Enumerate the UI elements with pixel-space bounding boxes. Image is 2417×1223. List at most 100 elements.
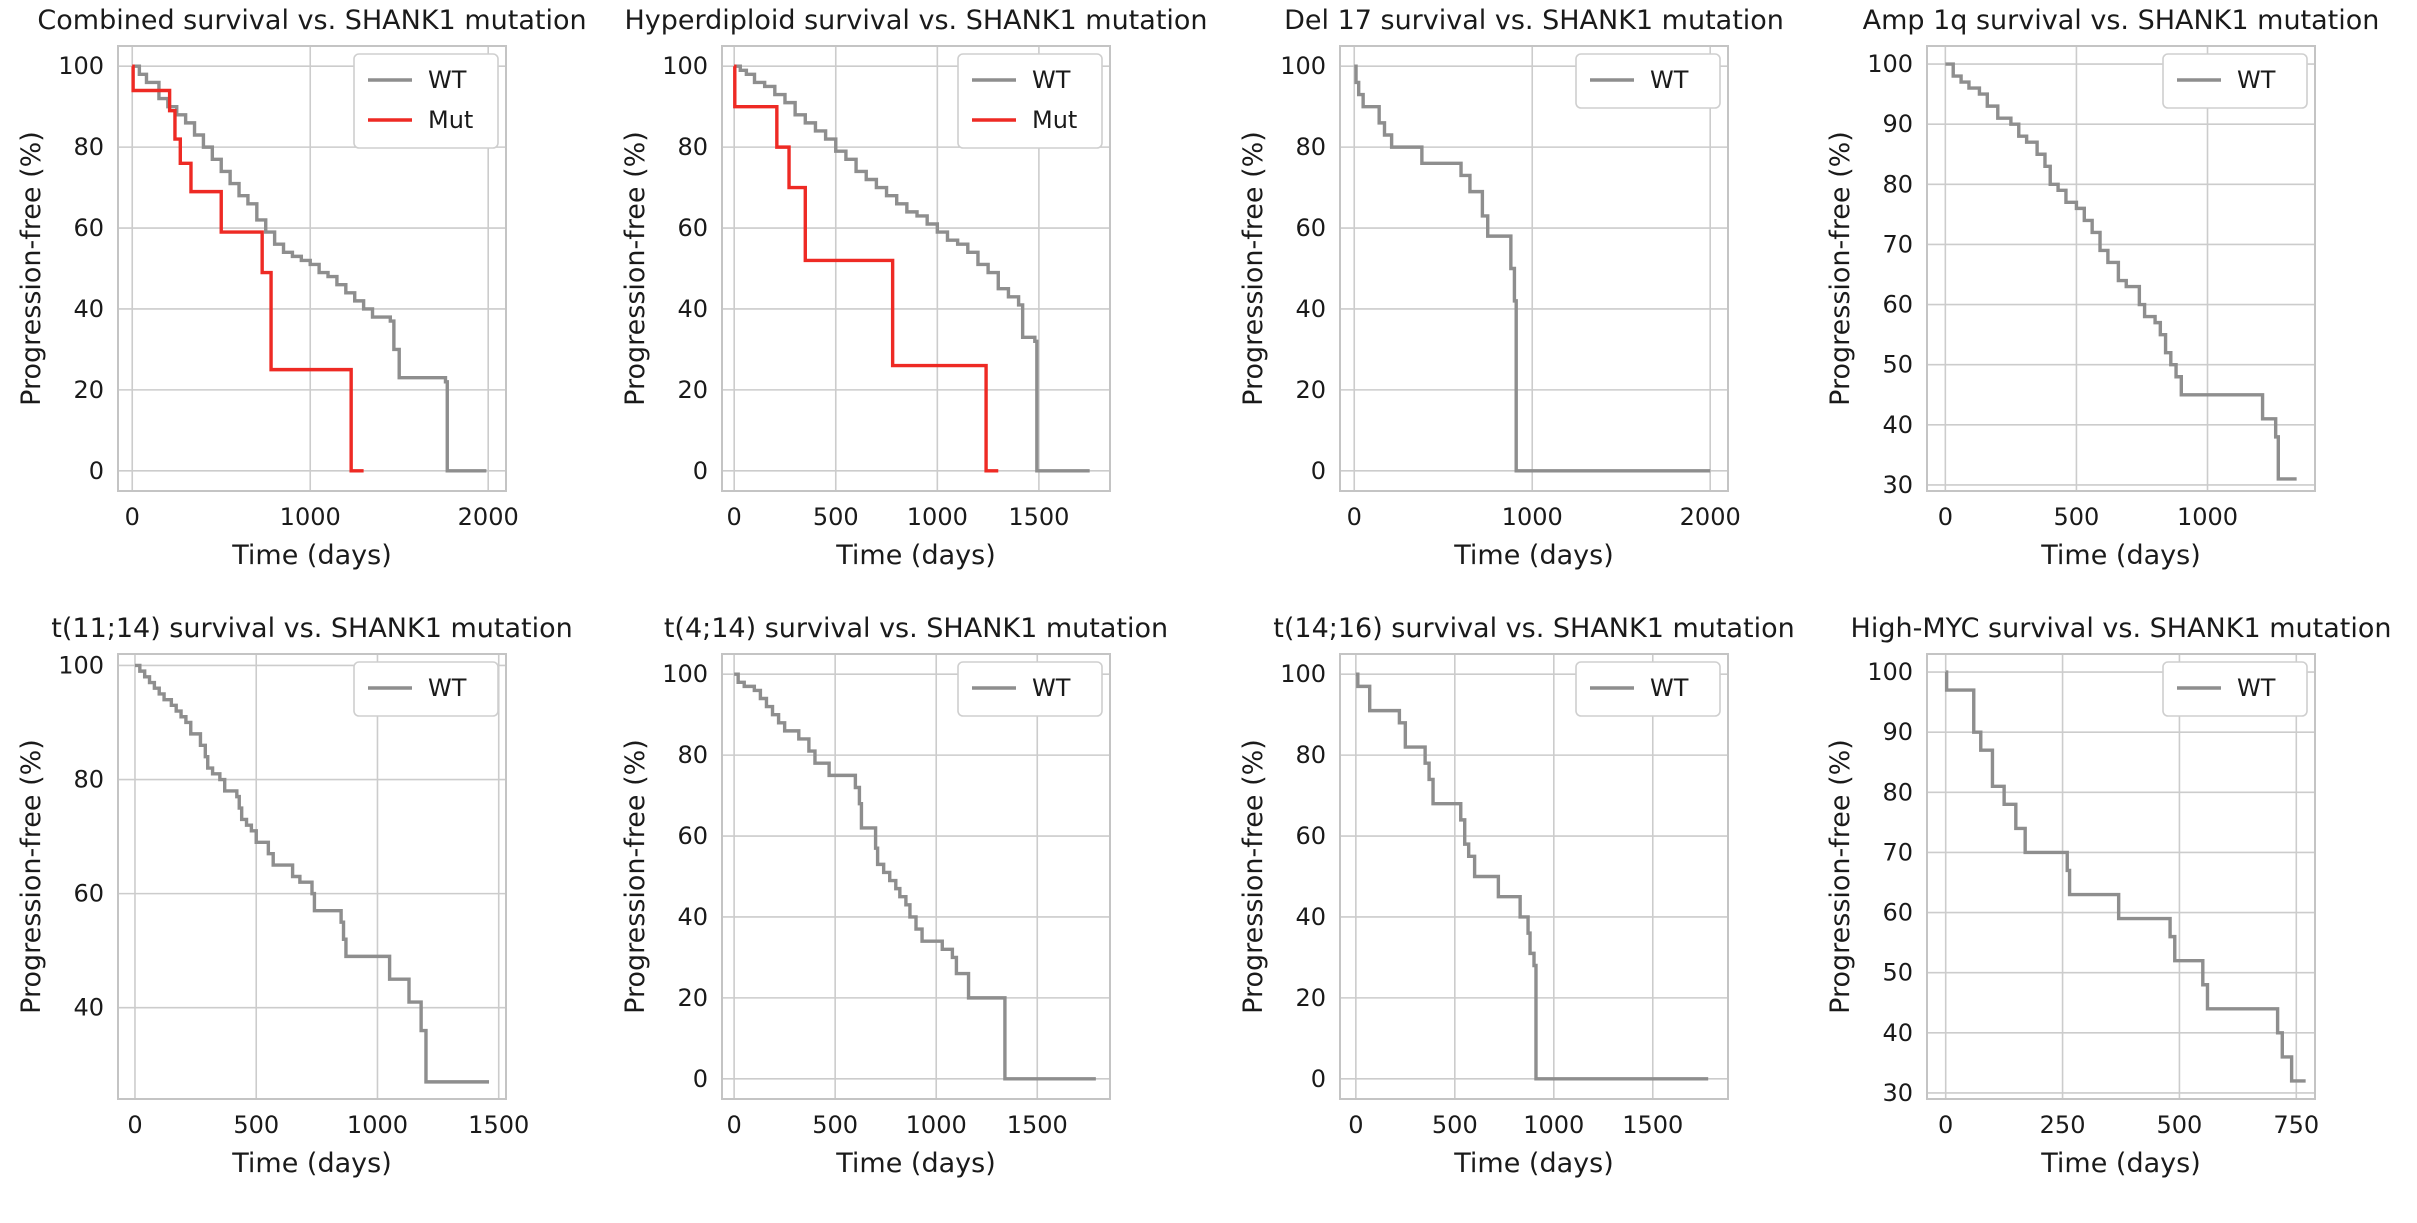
chart-title: t(11;14) survival vs. SHANK1 mutation [51,613,572,644]
y-tick-label: 70 [1882,838,1913,866]
legend-label: WT [1032,66,1071,94]
plot-frame [721,653,1111,1100]
y-tick-label: 0 [1311,457,1326,485]
plot-frame [1339,653,1729,1100]
y-tick-label: 80 [677,741,708,769]
survival-curve-wt [134,663,490,1084]
y-tick-label: 60 [73,214,104,242]
survival-curve-wt [1355,672,1709,1081]
survival-curve-wt [734,672,1096,1081]
x-tick-label: 750 [2273,1111,2319,1139]
legend-label: WT [428,674,467,702]
y-tick-label: 80 [677,133,708,161]
x-tick-label: 0 [1348,1111,1363,1139]
y-tick-label: 100 [1867,50,1913,78]
y-tick-label: 0 [89,457,104,485]
legend-label: WT [2237,674,2276,702]
y-axis-label: Progression-free (%) [620,131,651,406]
legend-box [1575,53,1721,109]
y-tick-label: 60 [73,880,104,908]
y-axis-label: Progression-free (%) [1825,131,1856,406]
x-tick-label: 1500 [1622,1111,1683,1139]
x-tick-label: 500 [2054,503,2100,531]
x-axis-label: Time (days) [231,540,391,571]
legend-box [353,53,499,149]
legend-box [957,53,1103,149]
y-axis-label: Progression-free (%) [16,131,47,406]
legend: WT [1575,53,1721,109]
plot-frame [1339,45,1729,492]
y-tick-label: 60 [1295,214,1326,242]
x-tick-label: 1000 [280,503,341,531]
y-tick-label: 20 [1295,984,1326,1012]
legend-label: WT [428,66,467,94]
y-tick-label: 60 [1882,291,1913,319]
legend-label: WT [2237,66,2276,94]
chart-title: Combined survival vs. SHANK1 mutation [37,5,586,36]
x-tick-label: 500 [1432,1111,1478,1139]
legend-box [2162,661,2308,717]
y-tick-label: 40 [1882,1019,1913,1047]
x-axis-label: Time (days) [2040,540,2200,571]
x-tick-label: 500 [233,1111,279,1139]
x-axis-label: Time (days) [2040,1148,2200,1179]
y-tick-label: 50 [1882,959,1913,987]
legend-label: Mut [428,106,473,134]
legend-box [1575,661,1721,717]
survival-curve-wt [1944,670,2306,1083]
y-tick-label: 60 [677,214,708,242]
x-tick-label: 1500 [468,1111,529,1139]
legend: WT [2162,661,2308,717]
y-tick-label: 0 [693,1065,708,1093]
y-tick-label: 30 [1882,471,1913,499]
chart-title: t(14;16) survival vs. SHANK1 mutation [1273,613,1794,644]
y-tick-label: 100 [58,651,104,679]
x-axis-label: Time (days) [1453,1148,1613,1179]
y-tick-label: 80 [1295,133,1326,161]
survival-curve-wt [132,64,487,473]
y-axis-label: Progression-free (%) [620,739,651,1014]
chart-title: Del 17 survival vs. SHANK1 mutation [1284,5,1784,36]
legend: WT Mut [957,53,1103,149]
y-tick-label: 90 [1882,718,1913,746]
legend: WT Mut [353,53,499,149]
y-tick-label: 70 [1882,230,1913,258]
x-tick-label: 1000 [906,1111,967,1139]
y-tick-label: 20 [73,376,104,404]
y-tick-label: 80 [1295,741,1326,769]
x-axis-label: Time (days) [231,1148,391,1179]
y-tick-label: 40 [1295,295,1326,323]
y-tick-label: 90 [1882,110,1913,138]
x-tick-label: 0 [727,503,742,531]
legend-label: Mut [1032,106,1077,134]
y-tick-label: 60 [1295,822,1326,850]
y-tick-label: 80 [73,766,104,794]
y-tick-label: 40 [73,295,104,323]
y-tick-label: 40 [677,295,708,323]
chart-title: High-MYC survival vs. SHANK1 mutation [1851,613,2392,644]
x-tick-label: 2000 [458,503,519,531]
x-tick-label: 0 [125,503,140,531]
plot-frame [1926,653,2316,1100]
x-tick-label: 1000 [1502,503,1563,531]
legend: WT [1575,661,1721,717]
y-tick-label: 40 [1295,903,1326,931]
legend-label: WT [1650,66,1689,94]
x-tick-label: 1000 [347,1111,408,1139]
survival-curve-mut [131,64,364,473]
y-tick-label: 20 [1295,376,1326,404]
chart-title: t(4;14) survival vs. SHANK1 mutation [664,613,1168,644]
y-axis-label: Progression-free (%) [1238,131,1269,406]
legend: WT [2162,53,2308,109]
x-axis-label: Time (days) [835,540,995,571]
x-tick-label: 1000 [2177,503,2238,531]
x-tick-label: 0 [726,1111,741,1139]
survival-curve-wt [734,64,1090,473]
plot-frame [1926,45,2316,492]
chart-title: Hyperdiploid survival vs. SHANK1 mutatio… [624,5,1207,36]
